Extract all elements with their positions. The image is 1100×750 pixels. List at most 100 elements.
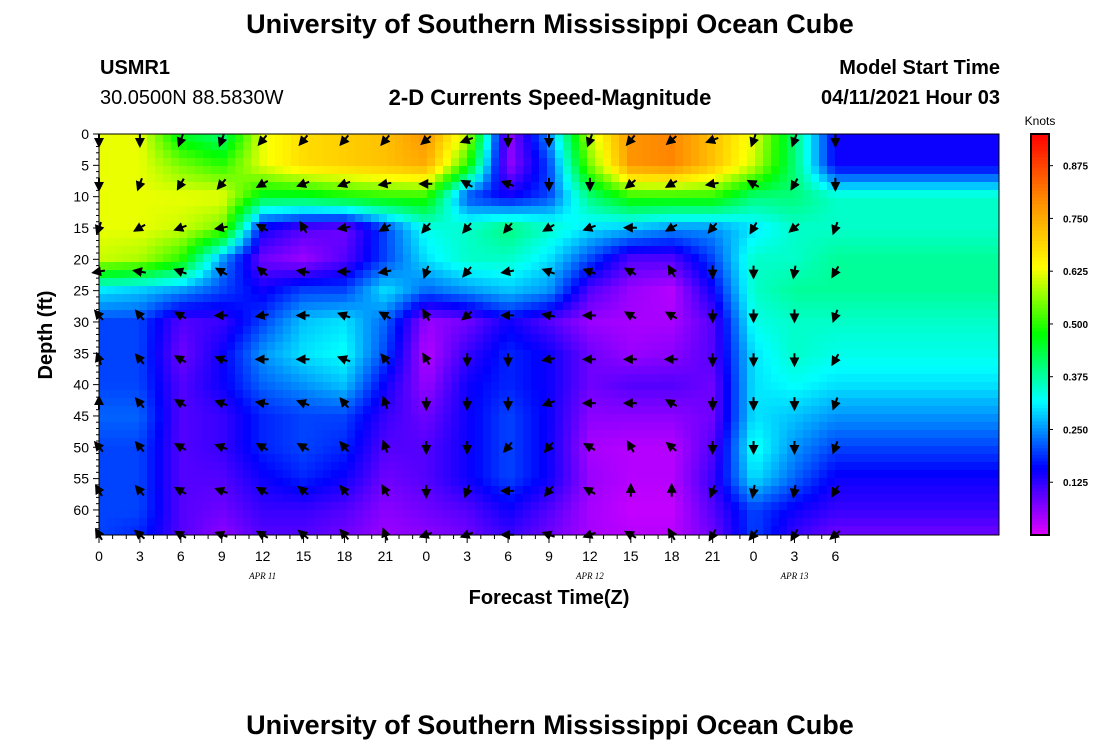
heat-cell xyxy=(643,470,652,479)
heat-cell xyxy=(907,254,916,263)
heat-cell xyxy=(875,142,884,151)
heat-cell xyxy=(371,182,380,191)
heat-cell xyxy=(675,142,684,151)
heat-cell xyxy=(211,462,220,471)
heat-cell xyxy=(971,222,980,231)
heat-cell xyxy=(427,174,436,183)
heat-cell xyxy=(547,478,556,487)
heat-cell xyxy=(155,342,164,351)
heat-cell xyxy=(923,438,932,447)
heat-cell xyxy=(867,422,876,431)
heat-cell xyxy=(539,238,548,247)
heat-cell xyxy=(355,262,364,271)
heat-cell xyxy=(563,166,572,175)
heat-cell xyxy=(475,478,484,487)
heat-cell xyxy=(139,414,148,423)
heat-cell xyxy=(563,286,572,295)
heat-cell xyxy=(811,390,820,399)
heat-cell xyxy=(755,134,764,143)
heat-cell xyxy=(907,190,916,199)
heat-cell xyxy=(363,238,372,247)
heat-cell xyxy=(731,414,740,423)
heat-cell xyxy=(795,222,804,231)
heat-cell xyxy=(803,262,812,271)
heat-cell xyxy=(235,486,244,495)
heat-cell xyxy=(811,414,820,423)
heat-cell xyxy=(267,406,276,415)
heat-cell xyxy=(371,166,380,175)
heat-cell xyxy=(307,350,316,359)
heat-cell xyxy=(131,166,140,175)
heat-cell xyxy=(883,358,892,367)
heat-cell xyxy=(275,478,284,487)
heat-cell xyxy=(395,286,404,295)
heat-cell xyxy=(875,462,884,471)
heat-cell xyxy=(811,454,820,463)
heat-cell xyxy=(907,438,916,447)
heat-cell xyxy=(771,334,780,343)
heat-cell xyxy=(451,438,460,447)
heat-cell xyxy=(563,134,572,143)
heat-cell xyxy=(363,254,372,263)
heat-cell xyxy=(347,406,356,415)
heat-cell xyxy=(611,390,620,399)
heat-cell xyxy=(163,326,172,335)
heat-cell xyxy=(939,182,948,191)
heat-cell xyxy=(435,222,444,231)
heat-cell xyxy=(467,406,476,415)
heat-cell xyxy=(987,422,996,431)
heat-cell xyxy=(163,182,172,191)
heat-cell xyxy=(355,254,364,263)
heat-cell xyxy=(763,286,772,295)
heat-cell xyxy=(515,214,524,223)
heat-cell xyxy=(403,134,412,143)
heat-cell xyxy=(355,174,364,183)
heat-cell xyxy=(571,174,580,183)
heat-cell xyxy=(707,206,716,215)
heat-cell xyxy=(283,454,292,463)
heat-cell xyxy=(635,134,644,143)
heat-cell xyxy=(323,350,332,359)
heat-cell xyxy=(307,198,316,207)
heat-cell xyxy=(475,358,484,367)
heat-cell xyxy=(843,470,852,479)
heat-cell xyxy=(147,470,156,479)
heat-cell xyxy=(731,470,740,479)
heat-cell xyxy=(331,206,340,215)
heat-cell xyxy=(827,166,836,175)
heat-cell xyxy=(243,398,252,407)
heat-cell xyxy=(547,350,556,359)
heat-cell xyxy=(267,318,276,327)
heat-cell xyxy=(187,382,196,391)
heat-cell xyxy=(779,142,788,151)
heat-cell xyxy=(251,262,260,271)
heat-cell xyxy=(763,142,772,151)
heat-cell xyxy=(923,374,932,383)
heat-cell xyxy=(107,294,116,303)
heat-cell xyxy=(627,334,636,343)
heat-cell xyxy=(491,310,500,319)
heat-cell xyxy=(363,214,372,223)
heat-cell xyxy=(755,454,764,463)
heat-cell xyxy=(443,438,452,447)
heat-cell xyxy=(787,174,796,183)
heat-cell xyxy=(635,238,644,247)
heat-cell xyxy=(243,238,252,247)
heat-cell xyxy=(307,422,316,431)
heat-cell xyxy=(819,366,828,375)
heat-cell xyxy=(395,190,404,199)
heat-cell xyxy=(995,478,999,487)
heat-cell xyxy=(323,190,332,199)
heat-cell xyxy=(827,150,836,159)
heat-cell xyxy=(499,134,508,143)
heat-cell xyxy=(795,270,804,279)
heat-cell xyxy=(715,278,724,287)
heat-cell xyxy=(203,262,212,271)
heat-cell xyxy=(459,294,468,303)
heat-cell xyxy=(611,374,620,383)
heat-cell xyxy=(195,198,204,207)
heat-cell xyxy=(267,478,276,487)
heat-cell xyxy=(307,166,316,175)
heat-cell xyxy=(475,142,484,151)
heat-cell xyxy=(603,374,612,383)
